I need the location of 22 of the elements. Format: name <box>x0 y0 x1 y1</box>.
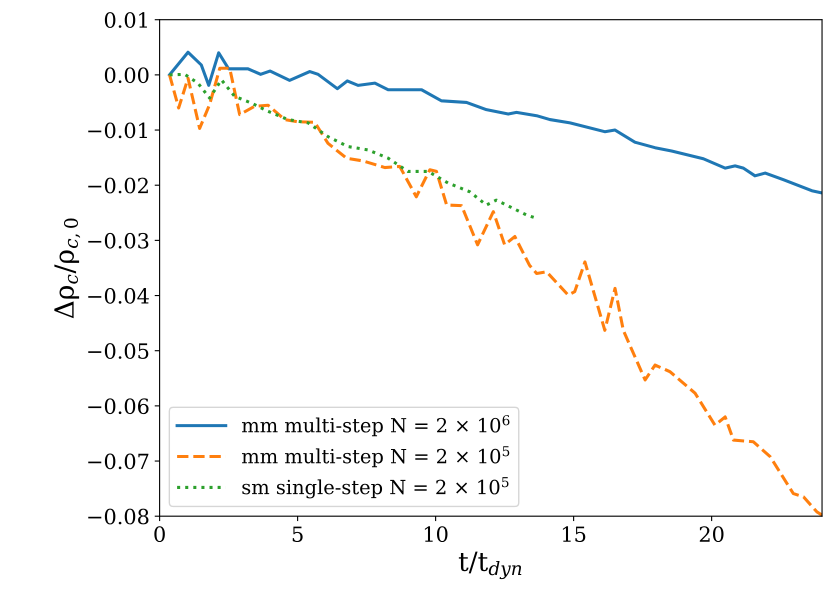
y-tick-label: −0.03 <box>88 232 148 249</box>
y-tick-label: −0.06 <box>88 398 149 414</box>
x-tick-label: 20 <box>700 526 724 542</box>
y-tick-label: 0.01 <box>104 12 147 28</box>
x-tick-label: 15 <box>562 526 586 542</box>
x-axis-title: t/t$_{dyn}$ <box>458 552 522 580</box>
legend-label: sm single-step N = 2 × 10$^{5}$ <box>242 477 508 498</box>
y-tick-label: −0.08 <box>88 508 148 524</box>
legend-label: mm multi-step N = 2 × 10$^{5}$ <box>242 446 510 468</box>
y-tick-label: −0.02 <box>88 178 148 194</box>
y-tick-label: 0.00 <box>104 67 149 84</box>
y-tick-label: −0.07 <box>88 453 148 470</box>
y-tick-label: −0.04 <box>88 288 149 304</box>
x-tick-label: 0 <box>154 526 165 542</box>
line-series <box>168 50 822 194</box>
line-series <box>168 66 822 516</box>
y-axis-title: Δρ$_{c}$/ρ$_{c,0}$ <box>54 218 80 318</box>
x-tick-label: 10 <box>424 526 448 542</box>
x-tick-label: 5 <box>292 526 303 542</box>
legend-label: mm multi-step N = 2 × 10$^{6}$ <box>242 415 510 436</box>
y-tick-label: −0.01 <box>88 122 147 138</box>
y-tick-label: −0.05 <box>88 343 148 359</box>
